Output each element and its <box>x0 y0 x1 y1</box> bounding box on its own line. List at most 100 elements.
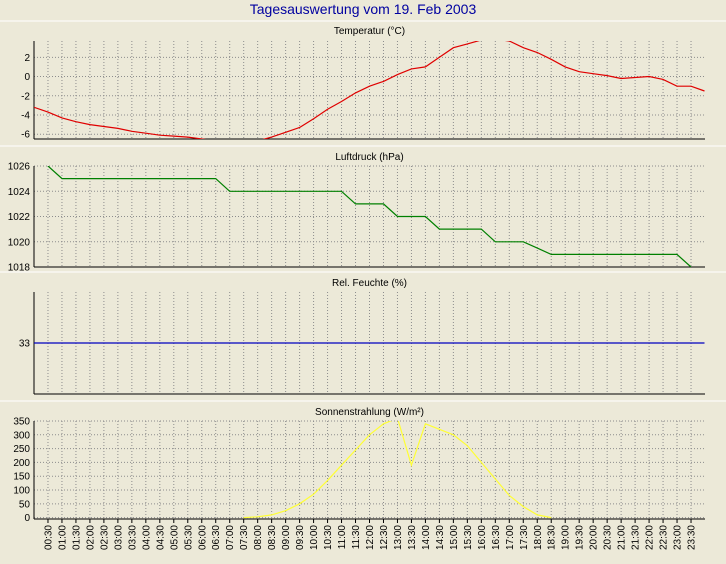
data-point <box>215 178 216 179</box>
data-point <box>411 68 412 69</box>
chart-title: Rel. Feuchte (%) <box>332 278 407 289</box>
x-tick-label: 23:30 <box>687 525 698 550</box>
data-point <box>537 52 538 53</box>
x-tick-label: 04:30 <box>155 525 166 550</box>
data-point <box>243 517 244 518</box>
y-tick-label: 33 <box>19 339 31 350</box>
data-point <box>495 241 496 242</box>
x-tick-label: 22:30 <box>659 525 670 550</box>
data-point <box>61 178 62 179</box>
data-point <box>229 141 230 142</box>
data-point <box>523 47 524 48</box>
data-point <box>439 429 440 430</box>
x-tick-label: 08:30 <box>267 525 278 550</box>
data-point <box>257 516 258 517</box>
x-tick-label: 12:00 <box>365 525 376 550</box>
data-point <box>61 117 62 118</box>
x-tick-label: 22:00 <box>645 525 656 550</box>
data-point <box>355 92 356 93</box>
data-point <box>467 445 468 446</box>
data-point <box>383 203 384 204</box>
data-point <box>565 254 566 255</box>
x-tick-label: 15:30 <box>463 525 474 550</box>
data-point <box>690 86 691 87</box>
data-point <box>215 140 216 141</box>
data-point <box>495 39 496 40</box>
data-point <box>565 66 566 67</box>
x-tick-label: 17:30 <box>519 525 530 550</box>
data-point <box>397 74 398 75</box>
data-point <box>369 86 370 87</box>
x-tick-label: 01:30 <box>71 525 82 550</box>
x-tick-label: 14:00 <box>421 525 432 550</box>
data-point <box>676 86 677 87</box>
data-point <box>173 136 174 137</box>
x-tick-label: 18:00 <box>533 525 544 550</box>
data-point <box>579 71 580 72</box>
data-point <box>481 39 482 40</box>
data-point <box>509 495 510 496</box>
data-point <box>271 514 272 515</box>
x-tick-label: 13:00 <box>393 525 404 550</box>
x-tick-label: 10:30 <box>323 525 334 550</box>
data-point <box>355 449 356 450</box>
data-point <box>453 47 454 48</box>
y-tick-label: 1018 <box>8 263 31 274</box>
x-tick-label: 21:00 <box>617 525 628 550</box>
data-point <box>383 423 384 424</box>
data-point <box>271 137 272 138</box>
series-line-temperatur-c <box>34 41 705 139</box>
data-point <box>439 229 440 230</box>
data-point <box>341 465 342 466</box>
x-tick-label: 07:00 <box>225 525 236 550</box>
chart-panel-rel-feuchte: Rel. Feuchte (%) 33 <box>0 271 726 395</box>
y-tick-label: 350 <box>13 417 30 428</box>
data-point <box>425 66 426 67</box>
x-tick-label: 02:00 <box>85 525 96 550</box>
x-tick-label: 06:30 <box>211 525 222 550</box>
data-point <box>75 121 76 122</box>
x-tick-label: 11:00 <box>337 525 348 550</box>
y-tick-label: 1020 <box>8 237 31 248</box>
data-point <box>495 478 496 479</box>
y-tick-label: 0 <box>24 513 30 524</box>
x-tick-label: 14:30 <box>435 525 446 550</box>
data-point <box>509 40 510 41</box>
chart-panel-sonnenstrahlung-w-m: Sonnenstrahlung (W/m²) 350 300 250 200 150 100… <box>0 400 726 524</box>
data-point <box>299 127 300 128</box>
data-point <box>467 43 468 44</box>
data-point <box>187 137 188 138</box>
series-line-sonnenstrahlung-w-m <box>243 421 552 519</box>
x-tick-label: 05:00 <box>169 525 180 550</box>
data-point <box>159 135 160 136</box>
chart-panels: Temperatur (°C) 2 0 -2 -4 -6 Luftdruck (hPa) 10… <box>0 20 726 524</box>
data-point <box>355 203 356 204</box>
x-tick-label: 04:00 <box>141 525 152 550</box>
data-point <box>47 112 48 113</box>
x-tick-label: 01:00 <box>57 525 68 550</box>
y-tick-label: -2 <box>21 91 30 102</box>
x-tick-label: 12:30 <box>379 525 390 550</box>
data-point <box>704 90 705 91</box>
y-tick-label: 250 <box>13 444 30 455</box>
x-tick-label: 03:30 <box>127 525 138 550</box>
y-tick-label: 300 <box>13 430 30 441</box>
x-tick-label: 18:30 <box>547 525 558 550</box>
x-tick-label: 07:30 <box>239 525 250 550</box>
data-point <box>453 434 454 435</box>
data-point <box>481 462 482 463</box>
data-point <box>243 142 244 143</box>
data-point <box>704 342 705 343</box>
data-point <box>439 57 440 58</box>
data-point <box>411 465 412 466</box>
data-point <box>341 101 342 102</box>
data-point <box>313 118 314 119</box>
y-tick-label: 200 <box>13 458 30 469</box>
y-tick-label: 1024 <box>8 187 31 198</box>
x-tick-label: 20:30 <box>603 525 614 550</box>
data-point <box>383 81 384 82</box>
x-tick-label: 10:00 <box>309 525 320 550</box>
data-point <box>621 78 622 79</box>
data-point <box>313 494 314 495</box>
